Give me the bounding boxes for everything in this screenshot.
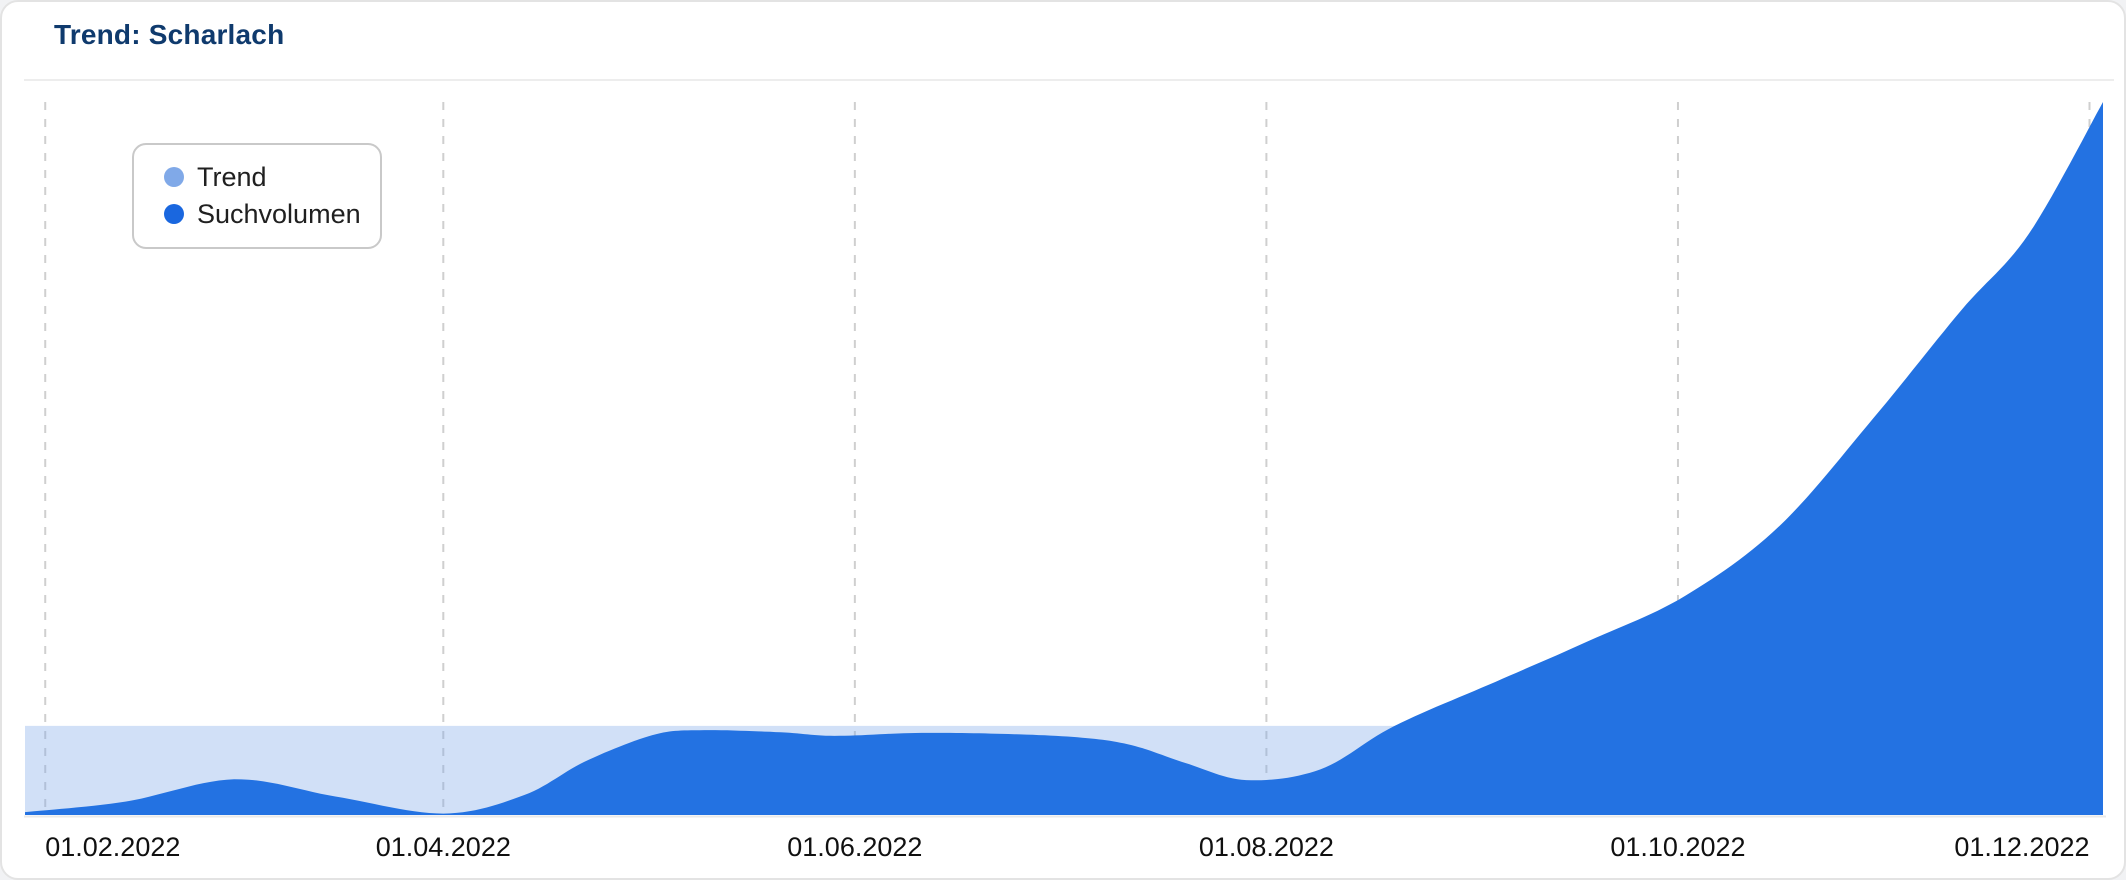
page-title: Trend: Scharlach [54,19,285,50]
legend-item-suchvolumen[interactable]: Suchvolumen [164,198,380,230]
legend-item-trend[interactable]: Trend [164,161,380,193]
suchvolumen-series-dot-icon [164,204,184,225]
x-tick-label: 01.10.2022 [1610,832,1746,862]
x-tick-label: 01.06.2022 [787,832,923,862]
trend-series-dot-icon [164,167,184,188]
x-tick-label: 01.12.2022 [1954,832,2090,862]
x-tick-label: 01.02.2022 [45,832,181,862]
title-divider [24,79,2114,81]
x-tick-label: 01.04.2022 [375,832,511,862]
legend-label: Suchvolumen [197,199,361,230]
legend-label: Trend [197,162,267,193]
chart-legend: Trend Suchvolumen [132,143,382,249]
x-tick-label: 01.08.2022 [1198,832,1334,862]
